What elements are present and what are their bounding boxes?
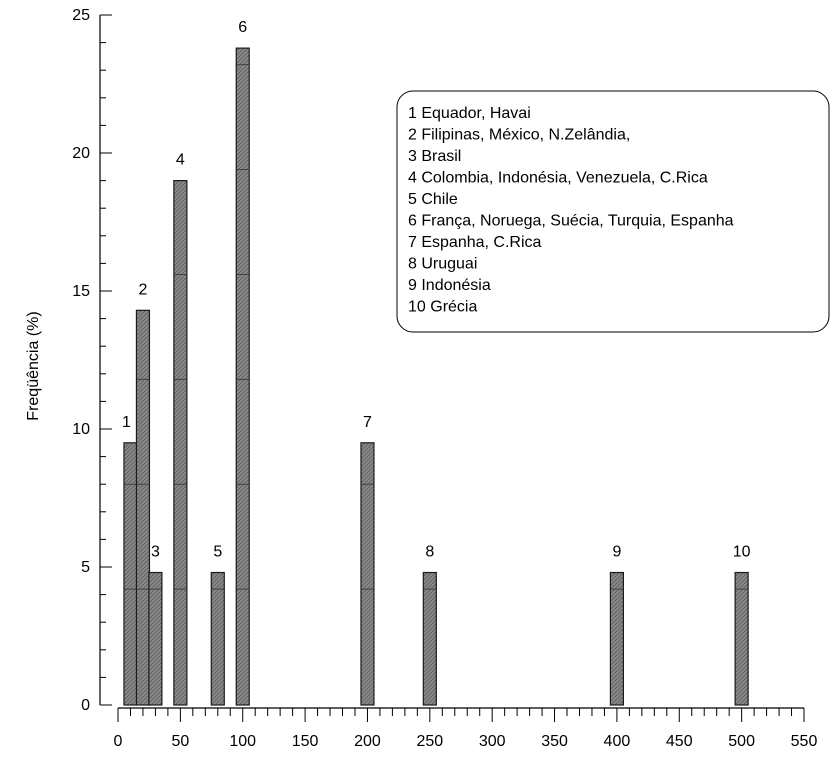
legend-entry: 4 Colombia, Indonésia, Venezuela, C.Rica [408, 170, 708, 187]
bar-7 [360, 442, 375, 706]
legend-entry: 10 Grécia [408, 299, 477, 316]
bars-group [123, 47, 749, 706]
bar-label-10: 10 [733, 544, 751, 561]
x-tick-label: 0 [114, 733, 123, 750]
legend-box [396, 90, 830, 333]
axes-group [99, 15, 804, 709]
y-tick-label: 25 [72, 7, 90, 24]
legend-entry: 9 Indonésia [408, 277, 491, 294]
legend-entry: 6 França, Noruega, Suécia, Turquia, Espa… [408, 213, 734, 230]
bar-label-8: 8 [425, 544, 434, 561]
x-tick-label: 150 [292, 733, 319, 750]
x-tick-label: 200 [354, 733, 381, 750]
y-tick-label: 0 [81, 697, 90, 714]
bar-9 [609, 571, 625, 706]
x-tick-label: 50 [171, 733, 189, 750]
legend-entries: 1 Equador, Havai 2 Filipinas, México, N.Z… [408, 105, 734, 316]
x-ticks-group: 0 50 100 150 200 250 300 350 400 450 500 550 [114, 708, 818, 750]
bar-label-6: 6 [238, 19, 247, 36]
y-ticks-group: 0 5 10 15 20 25 [72, 7, 112, 714]
legend-entry: 5 Chile [408, 191, 458, 208]
bar-label-9: 9 [612, 544, 621, 561]
x-tick-label: 350 [541, 733, 568, 750]
x-tick-label: 250 [416, 733, 443, 750]
x-tick-label: 500 [728, 733, 755, 750]
y-axis-label: Freqüência (%) [25, 311, 42, 420]
x-tick-label: 300 [479, 733, 506, 750]
x-tick-label: 450 [666, 733, 693, 750]
bar-label-1: 1 [122, 414, 131, 431]
bar-label-2: 2 [138, 281, 147, 298]
legend-entry: 2 Filipinas, México, N.Zelândia, [408, 127, 630, 144]
bar-1 [123, 442, 138, 706]
bar-label-3: 3 [151, 544, 160, 561]
y-tick-label: 20 [72, 145, 90, 162]
bar-2 [135, 309, 151, 706]
legend: 1 Equador, Havai 2 Filipinas, México, N.Z… [396, 90, 830, 333]
bar-6 [235, 47, 250, 706]
x-tick-label: 100 [229, 733, 256, 750]
x-tick-label: 400 [604, 733, 631, 750]
legend-entry: 8 Uruguai [408, 256, 477, 273]
bar-10 [734, 571, 749, 706]
bar-label-5: 5 [213, 544, 222, 561]
bar-label-7: 7 [363, 414, 372, 431]
bar-label-4: 4 [176, 152, 185, 169]
y-tick-label: 15 [72, 283, 90, 300]
legend-entry: 7 Espanha, C.Rica [408, 234, 542, 251]
y-tick-label: 10 [72, 421, 90, 438]
legend-entry: 1 Equador, Havai [408, 105, 531, 122]
bar-4 [173, 180, 188, 706]
legend-entry: 3 Brasil [408, 148, 461, 165]
bar-5 [210, 571, 225, 706]
x-tick-label: 550 [791, 733, 818, 750]
y-tick-label: 5 [81, 559, 90, 576]
bar-3 [148, 571, 163, 706]
bar-8 [422, 571, 437, 706]
bar-labels-group: 1 2 3 4 5 6 7 8 9 10 [122, 19, 751, 560]
